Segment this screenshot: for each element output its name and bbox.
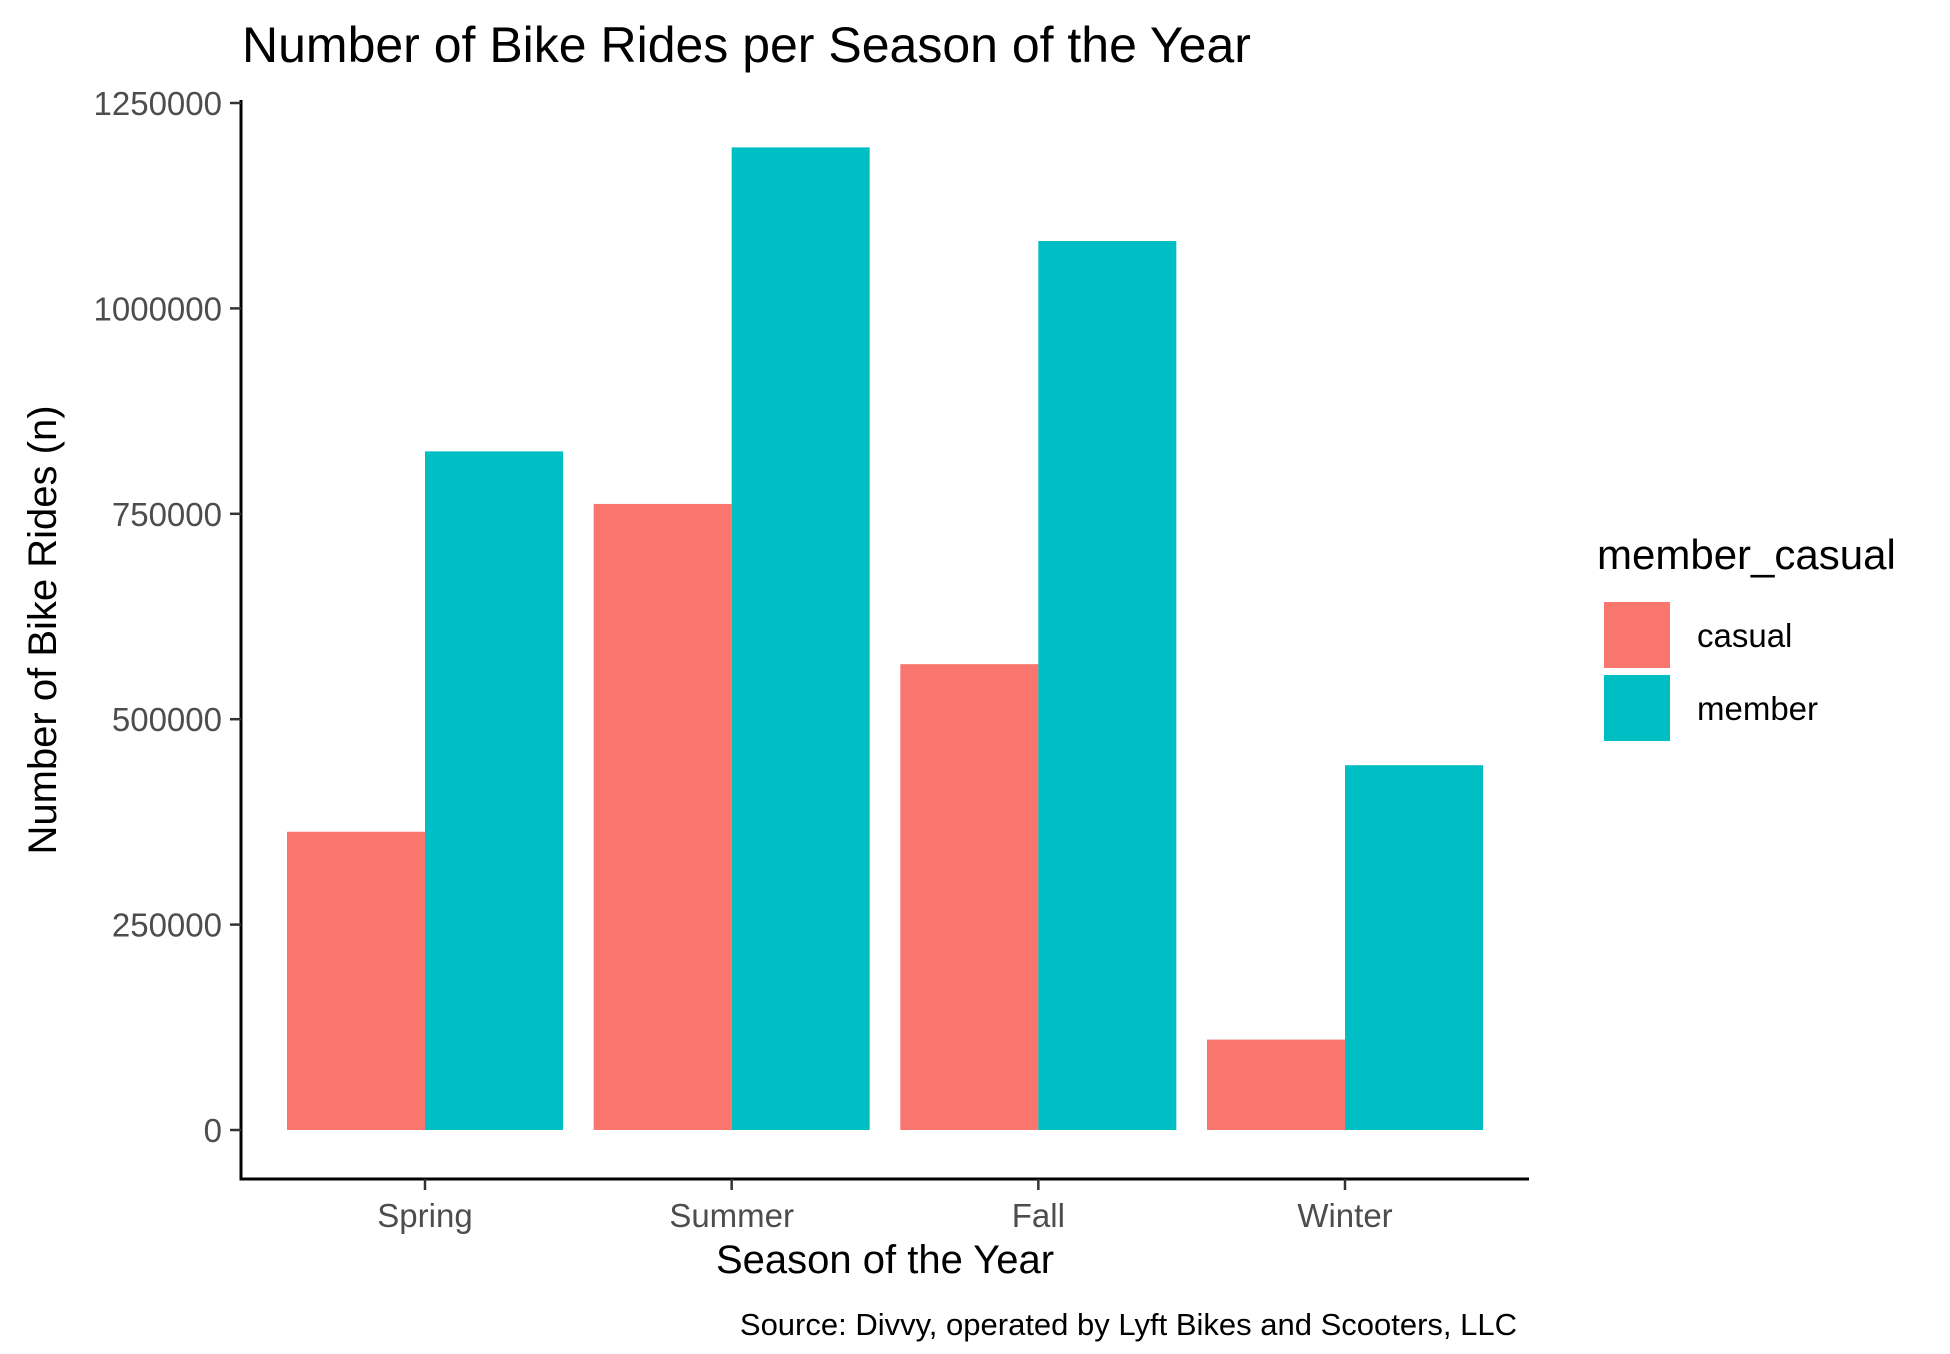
bar-fall-member — [1038, 241, 1177, 1130]
legend-key-member — [1604, 675, 1670, 741]
bar-summer-casual — [593, 503, 732, 1130]
legend-label-member: member — [1697, 690, 1818, 727]
legend: member_casual casual member — [1597, 531, 1896, 741]
bar-summer-member — [731, 147, 870, 1130]
bar-spring-casual — [287, 831, 425, 1130]
legend-key-casual — [1604, 602, 1670, 668]
bar-winter-casual — [1207, 1039, 1345, 1130]
legend-items: casual member — [1604, 602, 1818, 741]
y-ticks-layer: 0 250000 500000 750000 1000000 1250000 — [94, 85, 241, 1149]
x-tick-label-spring: Spring — [377, 1197, 472, 1234]
bar-winter-member — [1345, 765, 1483, 1130]
x-tick-label-winter: Winter — [1297, 1197, 1392, 1234]
x-ticks-layer: Spring Summer Fall Winter — [377, 1179, 1393, 1234]
y-tick-label-0: 0 — [204, 1112, 222, 1149]
x-axis-title: Season of the Year — [716, 1238, 1054, 1282]
y-tick-label-1250000: 1250000 — [94, 85, 222, 122]
x-tick-label-summer: Summer — [669, 1197, 794, 1234]
legend-title: member_casual — [1597, 531, 1896, 578]
chart-title: Number of Bike Rides per Season of the Y… — [242, 17, 1251, 73]
bars-layer — [287, 147, 1483, 1130]
y-tick-label-500000: 500000 — [112, 701, 222, 738]
bar-fall-casual — [900, 664, 1039, 1130]
y-axis-title: Number of Bike Rides (n) — [21, 405, 65, 854]
y-tick-label-750000: 750000 — [112, 496, 222, 533]
y-tick-label-250000: 250000 — [112, 907, 222, 944]
axes-layer — [239, 100, 1529, 1181]
y-tick-label-1000000: 1000000 — [94, 290, 222, 327]
bar-spring-member — [425, 451, 563, 1130]
x-tick-label-fall: Fall — [1012, 1197, 1065, 1234]
source-caption: Source: Divvy, operated by Lyft Bikes an… — [740, 1307, 1517, 1342]
legend-label-casual: casual — [1697, 617, 1792, 654]
